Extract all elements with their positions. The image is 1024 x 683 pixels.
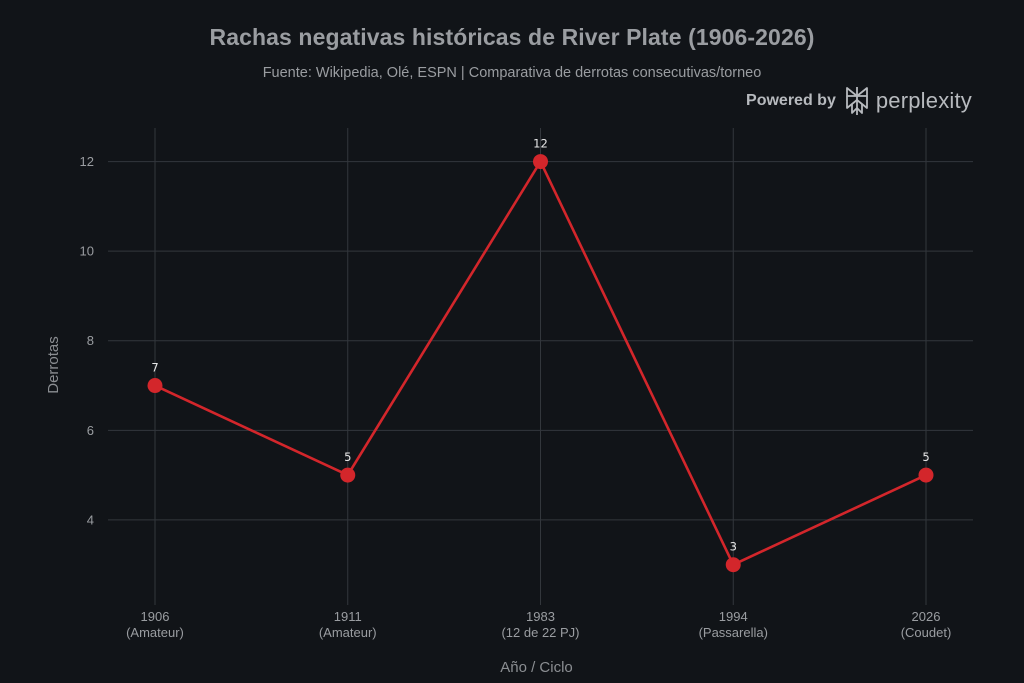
y-tick-label: 4	[87, 512, 94, 527]
powered-by-badge[interactable]: Powered by perplexity	[746, 86, 972, 116]
data-point	[340, 467, 356, 483]
data-point	[147, 378, 163, 394]
data-point	[533, 154, 548, 170]
data-label: 12	[533, 137, 548, 151]
x-tick-label: 1983 (12 de 22 PJ)	[501, 609, 579, 640]
data-label-layer: 7 5 12 3 5	[151, 137, 929, 554]
y-tick-label: 6	[87, 423, 94, 438]
x-tick-label: 2026 (Coudet)	[901, 609, 952, 640]
perplexity-logo-icon	[844, 86, 870, 116]
chart-subtitle: Fuente: Wikipedia, Olé, ESPN | Comparati…	[262, 65, 762, 81]
x-tick-label: 1906 (Amateur)	[126, 609, 184, 640]
data-label: 5	[344, 450, 351, 464]
axis-layer: 4 6 8 10 12 1906 (Amateur) 1911 (Amateur) 1983 (12…	[80, 154, 952, 640]
y-tick-label: 12	[80, 154, 94, 169]
data-point	[918, 467, 934, 483]
x-tick-label: 1911 (Amateur)	[319, 609, 377, 640]
y-tick-label: 10	[80, 244, 94, 259]
data-point	[725, 557, 741, 573]
perplexity-brand-label: perplexity	[875, 88, 972, 113]
data-label: 7	[151, 361, 158, 375]
series-layer	[147, 154, 934, 573]
powered-by-label: Powered by	[746, 92, 836, 109]
grid-layer	[108, 128, 973, 605]
y-axis-title: Derrotas	[45, 336, 62, 394]
x-tick-label: 1994 (Passarella)	[699, 609, 768, 640]
data-label: 5	[922, 450, 929, 464]
x-axis-title: Año / Ciclo	[500, 659, 573, 676]
chart-title: Rachas negativas históricas de River Pla…	[209, 24, 815, 50]
data-label: 3	[730, 540, 737, 554]
y-tick-label: 8	[87, 333, 94, 348]
